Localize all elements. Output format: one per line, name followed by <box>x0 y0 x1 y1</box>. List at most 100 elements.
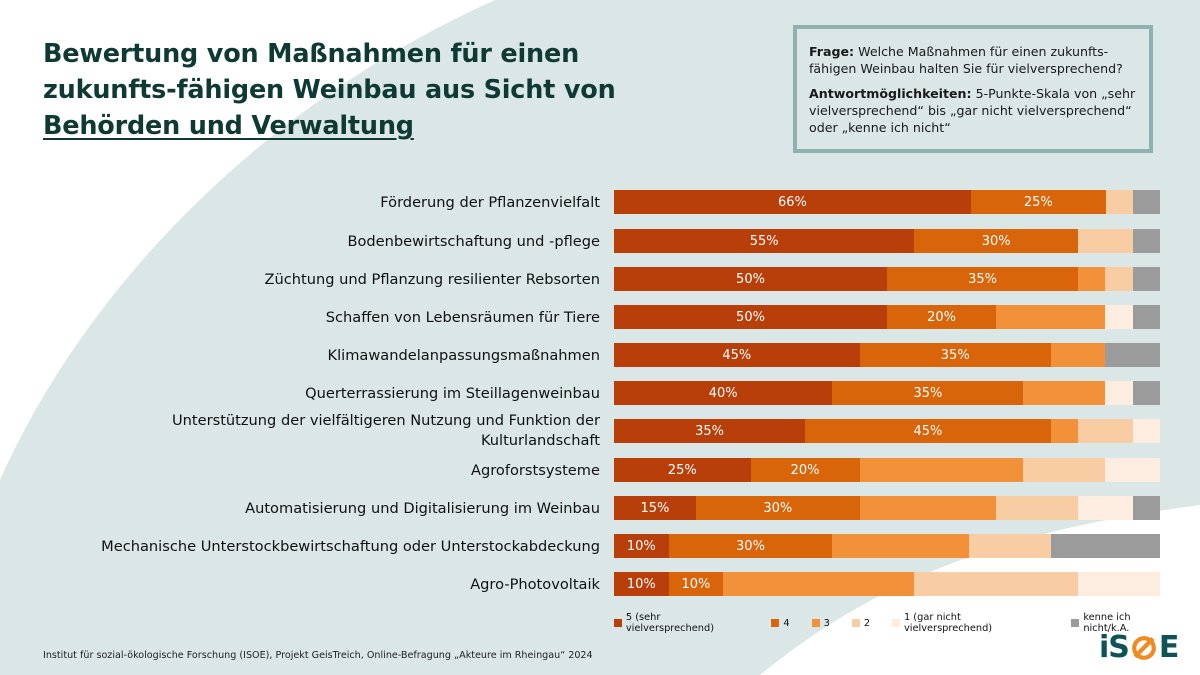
legend-swatch <box>771 619 780 627</box>
category-label: Züchtung und Pflanzung resilienter Rebso… <box>264 271 601 288</box>
bar-row: 55% 30% <box>614 229 1160 253</box>
data-label: 45% <box>913 423 943 439</box>
bar-segment-s2 <box>1023 458 1106 482</box>
bar-segment-s3 <box>1050 343 1106 367</box>
bar-segment-s4: 25% <box>970 190 1106 214</box>
bar-segment-s2 <box>968 534 1051 558</box>
data-label: 50% <box>736 271 765 287</box>
data-label: 35% <box>968 271 997 287</box>
data-label: 20% <box>790 462 820 478</box>
category-label: Klimawandelanpassungsmaßnahmen <box>327 347 600 364</box>
bar-segment-s2 <box>996 496 1079 520</box>
bar-segment-s4: 45% <box>805 419 1051 443</box>
legend-label: 1 (gar nicht vielversprechend) <box>903 612 993 634</box>
bar-segment-ka <box>1132 496 1160 520</box>
legend-swatch <box>892 619 900 627</box>
bar-row: 40% 35% <box>614 381 1160 405</box>
legend-item-s5: 5 (sehr vielversprechend) <box>614 612 749 634</box>
legend-item-s2: 2 <box>851 612 871 634</box>
data-label: 15% <box>640 500 670 516</box>
bar-row: 25% 20% <box>614 458 1160 482</box>
logo-letter-e: E <box>1158 630 1179 665</box>
data-label: 30% <box>763 500 793 516</box>
bar-segment-ka <box>1132 229 1160 253</box>
bar-segment-s4: 35% <box>859 343 1051 367</box>
bar-row: 10% 10% <box>614 572 1160 596</box>
bar-segment-s5: 35% <box>614 419 806 443</box>
category-label: Unterstützung der vielfältigeren Nutzung… <box>80 411 600 451</box>
answer-options-label: Antwortmöglichkeiten: <box>809 86 972 101</box>
legend-swatch <box>851 619 860 627</box>
data-label: 55% <box>749 233 779 249</box>
bar-segment-s3 <box>723 572 915 596</box>
legend-label: 3 <box>823 617 830 629</box>
bar-segment-s5: 66% <box>614 190 971 214</box>
bar-segment-s3 <box>859 496 997 520</box>
logo-letter-s: S <box>1108 630 1130 665</box>
bar-segment-s2 <box>914 572 1079 596</box>
data-label: 25% <box>1023 194 1053 210</box>
bar-segment-s4: 20% <box>750 458 860 482</box>
bar-row: 10% 30% <box>614 534 1160 558</box>
data-label: 10% <box>626 576 656 592</box>
data-label: 30% <box>736 538 765 554</box>
data-label: 45% <box>722 347 752 363</box>
bar-segment-ka <box>1105 343 1160 367</box>
legend-item-s4: 4 <box>771 612 790 634</box>
data-label: 30% <box>981 233 1011 249</box>
bar-row: 50% 20% <box>614 305 1160 329</box>
bar-segment-ka <box>1132 267 1160 291</box>
bar-row: 15% 30% <box>614 496 1160 520</box>
category-label: Agroforstsysteme <box>471 462 600 479</box>
logo-o-icon <box>1132 635 1156 660</box>
bar-segment-s1 <box>1078 572 1160 596</box>
category-label: Förderung der Pflanzenvielfalt <box>380 194 600 211</box>
bar-segment-s5: 55% <box>614 229 915 253</box>
bar-segment-s4: 30% <box>695 496 860 520</box>
answer-options-text: 5-Punkte-Skala von „sehr vielversprechen… <box>809 86 1136 135</box>
bar-row: 35% 45% <box>614 419 1160 443</box>
legend-item-s3: 3 <box>811 612 830 634</box>
bar-segment-s3 <box>832 534 969 558</box>
category-label: Schaffen von Lebensräumen für Tiere <box>325 309 600 326</box>
question-paragraph: Frage: Welche Maßnahmen für einen zukunf… <box>809 43 1137 77</box>
data-label: 20% <box>927 309 957 325</box>
bar-segment-s4: 30% <box>914 229 1079 253</box>
bar-row: 45% 35% <box>614 343 1160 367</box>
legend-label: kenne ich nicht/k.A. <box>1083 612 1131 634</box>
source-footer: Institut für sozial-ökologische Forschun… <box>43 650 593 661</box>
data-label: 25% <box>667 462 697 478</box>
title-underlined-text: Behörden und Verwaltung <box>43 111 414 141</box>
bar-segment-ka <box>1132 190 1160 214</box>
bar-segment-s5: 40% <box>614 381 833 405</box>
bar-segment-ka <box>1132 305 1160 329</box>
bar-segment-s4: 10% <box>668 572 724 596</box>
category-label: Bodenbewirtschaftung und -pflege <box>347 233 600 250</box>
bar-segment-s4: 20% <box>887 305 997 329</box>
bar-segment-s2 <box>1105 267 1133 291</box>
title-text: Bewertung von Maßnahmen für einen zukunf… <box>43 39 616 105</box>
bar-row: 50% 35% <box>614 267 1160 291</box>
legend-swatch <box>614 619 622 627</box>
bar-segment-s2 <box>1105 190 1133 214</box>
bar-segment-s2 <box>1078 229 1133 253</box>
legend-label: 5 (sehr vielversprechend) <box>625 612 715 634</box>
data-label: 50% <box>736 309 765 325</box>
bar-segment-ka <box>1050 534 1160 558</box>
chart-legend: 5 (sehr vielversprechend) 4 3 2 1 (gar nicht… <box>614 612 1200 634</box>
data-label: 35% <box>695 423 724 439</box>
answer-options-paragraph: Antwortmöglichkeiten: 5-Punkte-Skala von… <box>809 85 1137 136</box>
bar-segment-s3 <box>1023 381 1106 405</box>
legend-item-s1: 1 (gar nicht vielversprechend) <box>892 612 1049 634</box>
bar-segment-s5: 10% <box>614 572 669 596</box>
legend-label: 2 <box>863 617 871 629</box>
logo-letter-i: i <box>1099 630 1109 665</box>
legend-swatch <box>1071 619 1080 627</box>
data-label: 40% <box>708 385 738 401</box>
bar-segment-s4: 30% <box>668 534 833 558</box>
bar-segment-s3 <box>996 305 1106 329</box>
data-label: 35% <box>913 385 943 401</box>
bar-segment-s1 <box>1105 381 1133 405</box>
data-label: 10% <box>626 538 656 554</box>
